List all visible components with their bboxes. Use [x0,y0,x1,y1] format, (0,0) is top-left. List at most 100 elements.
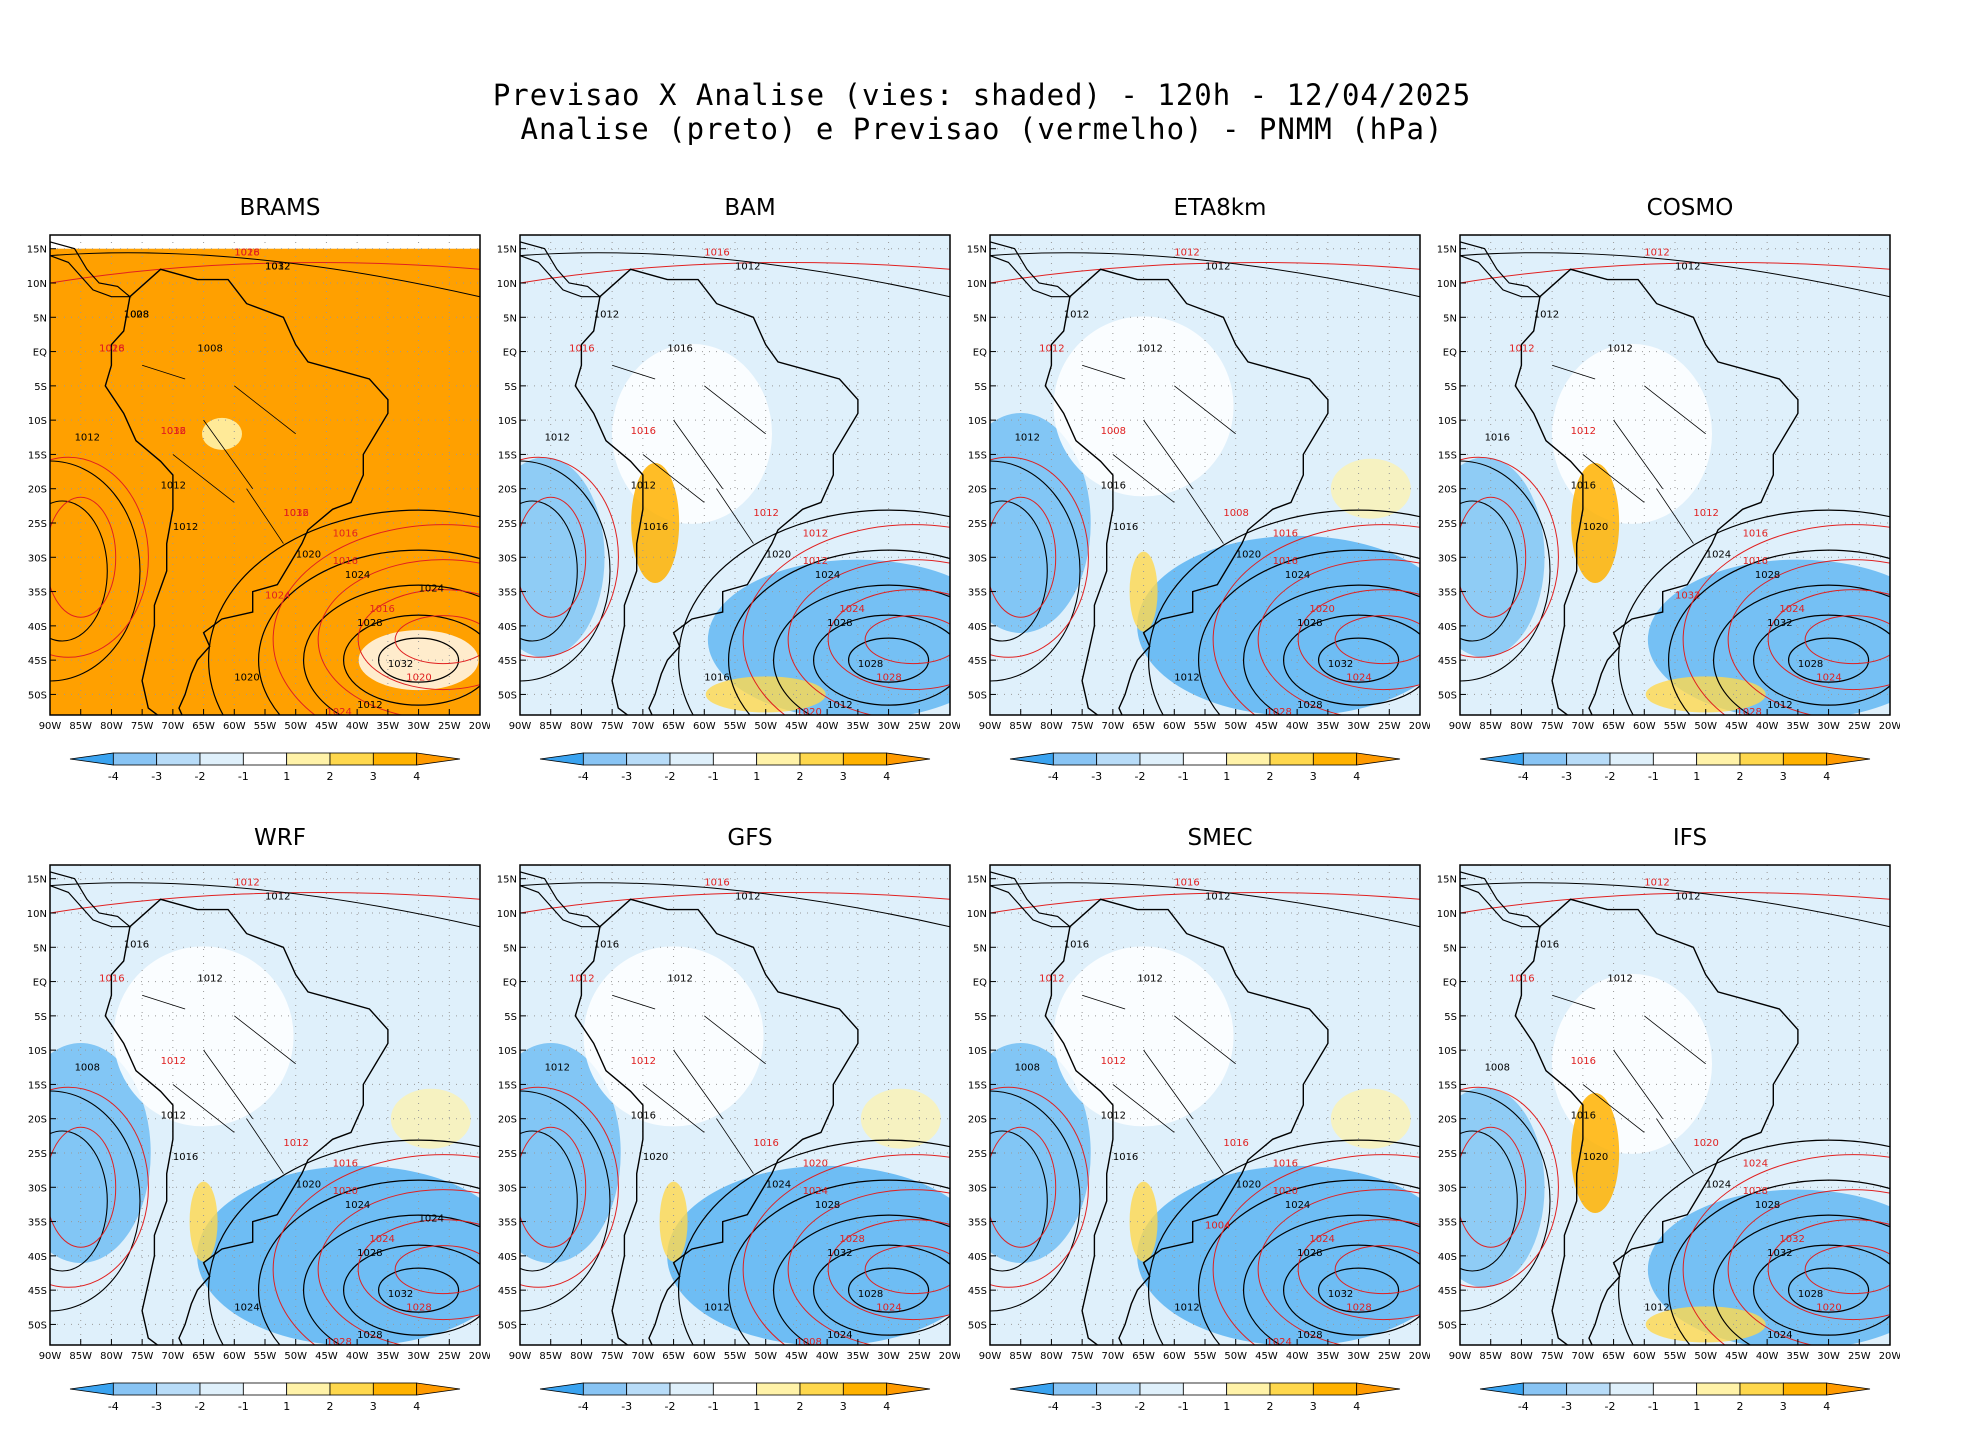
y-tick-label: 15S [28,1080,47,1091]
isobar-label-forecast: 1024 [1779,604,1804,615]
x-tick-label: 20W [939,1351,960,1362]
y-tick-label: 45S [498,656,517,667]
isobar-forecast [742,524,950,715]
isobar-analysis [1317,637,1400,683]
colorbar-tick-label: -1 [238,1400,249,1413]
isobar-label-forecast: 1012 [283,1138,308,1149]
isobar-label-forecast: 1016 [99,974,124,985]
border-line [673,1049,724,1119]
isobar-forecast [1297,1219,1420,1321]
border-line [1186,1118,1224,1174]
isobar-label-analysis: 1028 [1297,618,1322,629]
y-tick-label: 5S [974,382,987,393]
isobar-label-forecast: 1024 [876,1303,901,1314]
x-tick-label: 45W [785,1351,808,1362]
border-line [1613,1049,1664,1119]
coastline-south-america [1044,898,1329,1345]
y-tick-label: 15N [27,245,47,256]
isobar-analysis [1787,1267,1870,1313]
y-tick-label: 10S [968,1046,987,1057]
isobar-label-forecast: 1024 [839,604,864,615]
isobar-analysis [520,1130,578,1272]
x-tick-label: 50W [754,721,777,732]
x-tick-label: 65W [192,721,215,732]
colorbar-segment [156,1382,201,1396]
isobar-label-analysis: 1016 [704,673,729,684]
y-tick-label: EQ [503,978,517,989]
border-line [246,1118,284,1174]
isobar-label-forecast: 1012 [1644,248,1669,259]
colorbar-tick-label: -2 [1605,1400,1616,1413]
isobar-analysis [520,252,950,298]
y-tick-label: 10N [1437,279,1457,290]
border-line [1552,364,1596,380]
y-tick-label: EQ [1443,348,1457,359]
x-tick-label: 25W [908,1351,931,1362]
y-tick-label: 20S [968,485,987,496]
colorbar-tick-label: -1 [1178,770,1189,783]
x-tick-label: 85W [1009,721,1032,732]
coastline-central-america [520,871,602,928]
x-tick-label: 90W [39,721,62,732]
isobar-label-analysis: 1032 [1767,1248,1792,1259]
panel-title: BAM [724,195,776,221]
isobar-forecast [1334,615,1420,665]
x-tick-label: 50W [1224,721,1247,732]
x-tick-label: 55W [724,721,747,732]
isobar-label-analysis: 1024 [1285,570,1310,581]
x-tick-label: 80W [1510,1351,1533,1362]
y-tick-label: 25S [498,1149,517,1160]
bias-shading-negative [1647,1189,1890,1345]
colorbar-segment [1609,1382,1654,1396]
colorbar-segment [712,1382,758,1396]
isobar-label-analysis: 1012 [1101,1111,1126,1122]
map-smec: 1012 1016 1012 1008 1012 1016 1020 1024 1028 1032… [967,864,1430,1413]
isobar-analysis [1713,1214,1890,1345]
isobar-analysis [50,460,141,682]
colorbar-arrow-low [539,1382,584,1396]
isobar-label-forecast: 1008 [1101,426,1126,437]
isobar-label-analysis: 1012 [594,309,619,320]
border-line [1082,994,1126,1010]
isobar-label-analysis: 1016 [643,522,668,533]
isobar-label-analysis: 1012 [1607,344,1632,355]
isobar-label-analysis: 1012 [735,891,760,902]
y-tick-label: 10N [967,279,987,290]
isobar-label-analysis: 1028 [357,1330,382,1341]
isobar-label-analysis: 1012 [265,891,290,902]
y-tick-label: 20S [498,485,517,496]
y-tick-label: 20S [28,485,47,496]
x-tick-label: 30W [407,1351,430,1362]
isobar-analysis [847,1267,930,1313]
isobar-forecast [50,261,480,284]
isobar-label-analysis: 1016 [1485,433,1510,444]
isobar-label-analysis: 1008 [1015,1063,1040,1074]
isobar-analysis [377,1267,460,1313]
y-tick-label: 10S [968,416,987,427]
coastline-south-america [104,268,389,715]
isobar-label-forecast: 1012 [1693,508,1718,519]
x-tick-label: 80W [1510,721,1533,732]
x-tick-label: 30W [877,1351,900,1362]
y-tick-label: 35S [28,588,47,599]
isobar-label-forecast: 1012 [1509,344,1534,355]
isobar-label-analysis: 1012 [1205,891,1230,902]
bias-shading-positive [659,1181,688,1262]
colorbar-segment [112,752,158,766]
y-tick-label: 45S [28,1286,47,1297]
isobar-forecast [50,456,149,658]
coastline-south-america [1514,898,1799,1345]
isobar-label-analysis: 1012 [631,481,656,492]
x-tick-label: 40W [816,721,839,732]
isobar-label-forecast: 1012 [803,556,828,567]
colorbar-arrow-low [69,752,114,766]
colorbar-tick-label: 4 [1823,1400,1830,1413]
colorbar-tick-label: 1 [1693,1400,1700,1413]
isobar-analysis [1282,1244,1420,1336]
colorbar-tick-label: -1 [1648,1400,1659,1413]
isobar-analysis [258,1179,480,1345]
x-tick-label: 65W [1602,721,1625,732]
map-gfs: 1012 1016 1012 1012 1016 1020 1024 1028 1032 1028… [497,864,960,1413]
y-tick-label: 10S [1438,1046,1457,1057]
isobar-label-analysis: 1012 [667,974,692,985]
